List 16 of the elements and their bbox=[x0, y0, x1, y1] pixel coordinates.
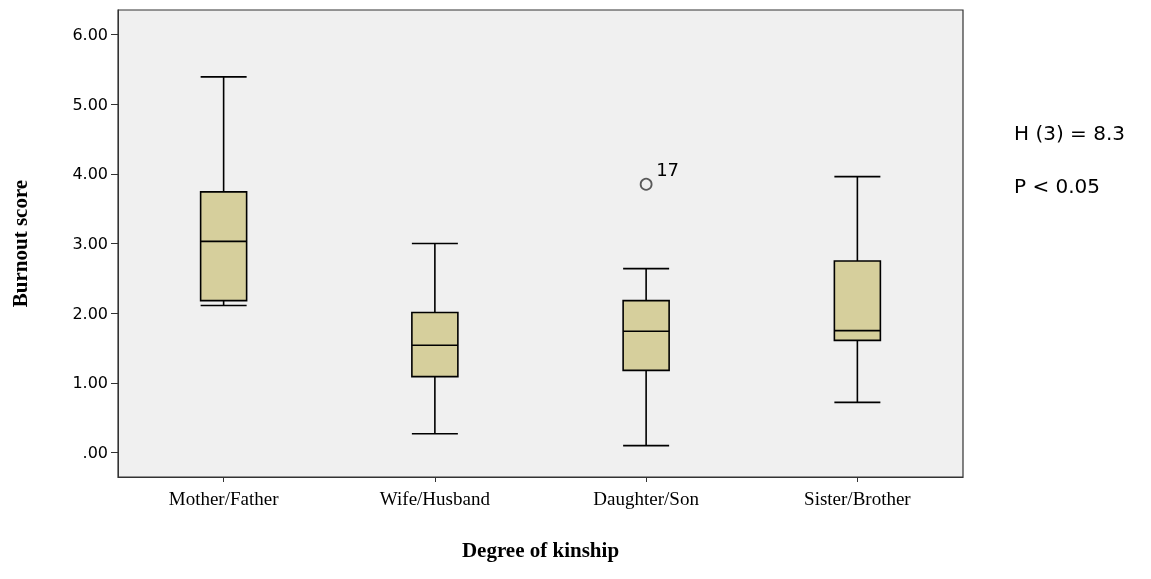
x-axis-title: Degree of kinship bbox=[461, 537, 620, 562]
y-axis-title: Burnout score bbox=[7, 179, 32, 308]
x-tick-label: Wife/Husband bbox=[379, 488, 491, 509]
x-tick-label: Mother/Father bbox=[168, 488, 280, 509]
y-tick-label: 3.00 bbox=[72, 234, 108, 253]
y-tick-label: 4.00 bbox=[72, 164, 108, 184]
y-tick-label: 5.00 bbox=[72, 94, 108, 114]
text: P < 0.05 bbox=[1014, 174, 1101, 198]
y-tick-label: 2.00 bbox=[72, 303, 108, 323]
annotation: 17 bbox=[656, 158, 680, 180]
y-tick-label: 1.00 bbox=[72, 373, 108, 393]
x-tick-label: Daughter/Son bbox=[593, 488, 700, 509]
y-tick-label: .00 bbox=[82, 443, 108, 463]
text: H (3) = 8.3 bbox=[1014, 121, 1126, 145]
y-tick-label: 6.00 bbox=[72, 24, 108, 44]
x-tick-label: Sister/Brother bbox=[804, 488, 912, 509]
